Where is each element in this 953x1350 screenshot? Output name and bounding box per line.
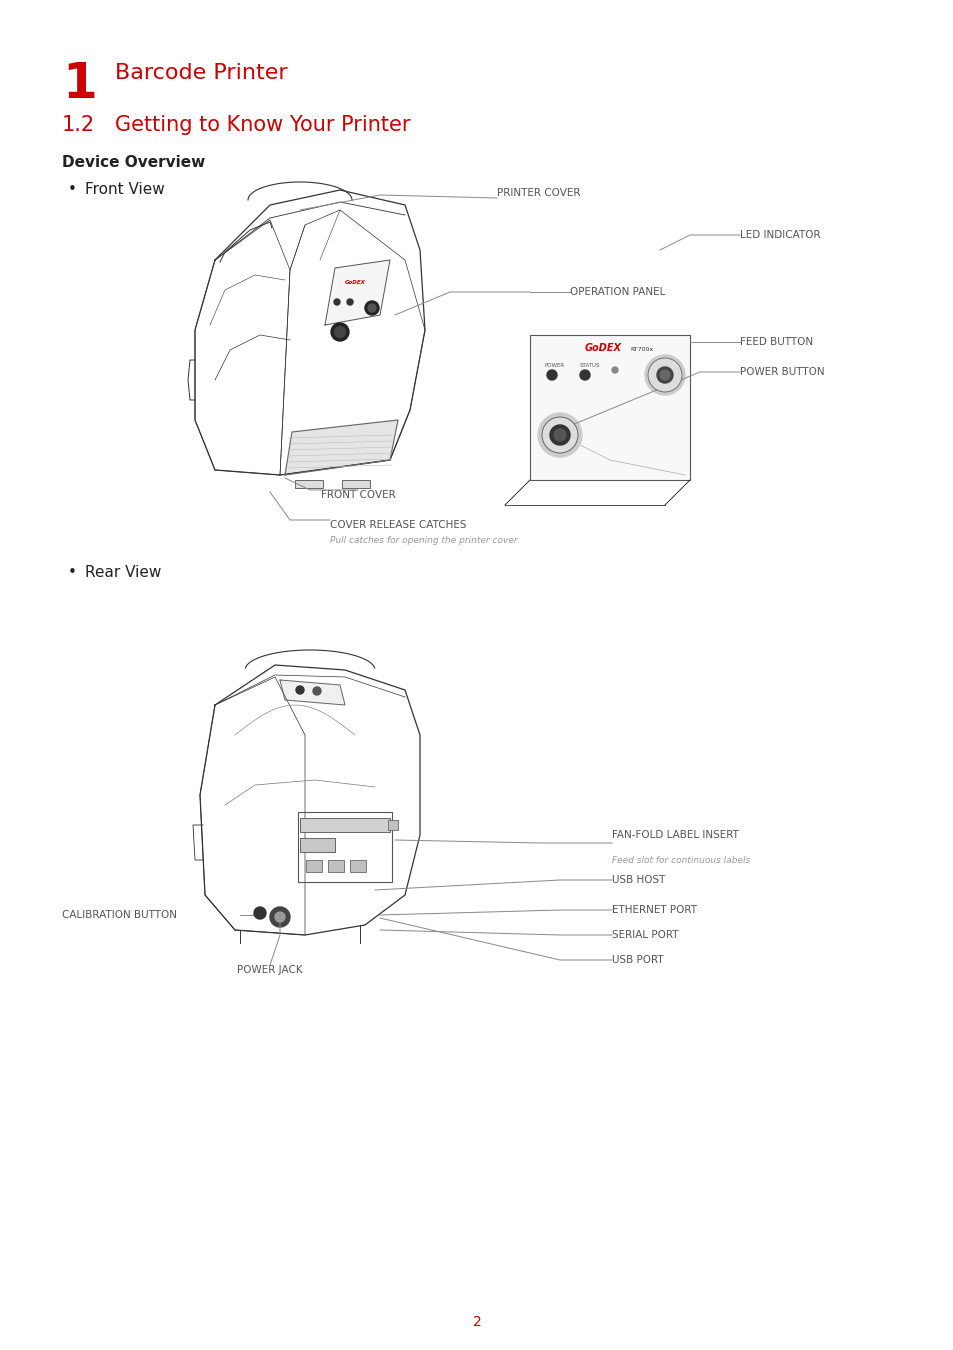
Text: SERIAL PORT: SERIAL PORT bbox=[612, 930, 678, 940]
FancyBboxPatch shape bbox=[306, 860, 322, 872]
Circle shape bbox=[270, 907, 290, 927]
FancyBboxPatch shape bbox=[388, 819, 397, 830]
Circle shape bbox=[657, 367, 672, 383]
Circle shape bbox=[550, 425, 569, 446]
Text: Barcode Printer: Barcode Printer bbox=[115, 63, 287, 82]
FancyBboxPatch shape bbox=[350, 860, 366, 872]
Text: LED INDICATOR: LED INDICATOR bbox=[740, 230, 820, 240]
Text: POWER BUTTON: POWER BUTTON bbox=[740, 367, 823, 377]
Text: GoDEX: GoDEX bbox=[584, 343, 621, 352]
Text: OPERATION PANEL: OPERATION PANEL bbox=[569, 288, 664, 297]
Circle shape bbox=[335, 327, 345, 338]
Text: 2: 2 bbox=[472, 1315, 481, 1328]
Text: ETHERNET PORT: ETHERNET PORT bbox=[612, 904, 697, 915]
Polygon shape bbox=[325, 261, 390, 325]
Text: •: • bbox=[68, 182, 77, 197]
Circle shape bbox=[295, 686, 304, 694]
Circle shape bbox=[274, 913, 285, 922]
FancyBboxPatch shape bbox=[341, 481, 370, 487]
Polygon shape bbox=[285, 420, 397, 475]
Circle shape bbox=[347, 298, 353, 305]
Text: Getting to Know Your Printer: Getting to Know Your Printer bbox=[115, 115, 410, 135]
Text: POWER: POWER bbox=[544, 363, 564, 369]
Text: Front View: Front View bbox=[85, 182, 165, 197]
Circle shape bbox=[546, 370, 557, 379]
Text: FEED BUTTON: FEED BUTTON bbox=[740, 338, 812, 347]
Text: Rear View: Rear View bbox=[85, 566, 161, 580]
Circle shape bbox=[334, 298, 339, 305]
Circle shape bbox=[365, 301, 378, 315]
Text: 1.2: 1.2 bbox=[62, 115, 95, 135]
Circle shape bbox=[331, 323, 349, 342]
Circle shape bbox=[554, 429, 565, 441]
Text: STATUS: STATUS bbox=[579, 363, 599, 369]
Circle shape bbox=[253, 907, 266, 919]
Text: PRINTER COVER: PRINTER COVER bbox=[497, 188, 579, 198]
FancyBboxPatch shape bbox=[328, 860, 344, 872]
Circle shape bbox=[313, 687, 320, 695]
Text: Device Overview: Device Overview bbox=[62, 155, 205, 170]
Text: USB HOST: USB HOST bbox=[612, 875, 664, 886]
Text: USB PORT: USB PORT bbox=[612, 954, 663, 965]
Text: •: • bbox=[68, 566, 77, 580]
Circle shape bbox=[659, 370, 669, 379]
FancyBboxPatch shape bbox=[294, 481, 323, 487]
FancyBboxPatch shape bbox=[299, 838, 335, 852]
Text: GoDEX: GoDEX bbox=[345, 279, 366, 285]
Text: 1: 1 bbox=[62, 59, 97, 108]
Circle shape bbox=[644, 355, 684, 396]
Circle shape bbox=[612, 367, 618, 373]
Text: Feed slot for continuous labels: Feed slot for continuous labels bbox=[612, 856, 749, 865]
Text: Pull catches for opening the printer cover: Pull catches for opening the printer cov… bbox=[330, 536, 517, 545]
Text: RT700x: RT700x bbox=[629, 347, 653, 352]
Circle shape bbox=[579, 370, 589, 379]
Circle shape bbox=[647, 358, 681, 391]
FancyBboxPatch shape bbox=[530, 335, 689, 481]
Circle shape bbox=[368, 304, 375, 312]
Polygon shape bbox=[280, 680, 345, 705]
Text: FAN-FOLD LABEL INSERT: FAN-FOLD LABEL INSERT bbox=[612, 830, 739, 840]
Text: CALIBRATION BUTTON: CALIBRATION BUTTON bbox=[62, 910, 177, 919]
Text: COVER RELEASE CATCHES: COVER RELEASE CATCHES bbox=[330, 520, 466, 531]
Text: POWER JACK: POWER JACK bbox=[237, 965, 302, 975]
FancyBboxPatch shape bbox=[299, 818, 390, 832]
Circle shape bbox=[541, 417, 578, 454]
Circle shape bbox=[537, 413, 581, 458]
Text: FRONT COVER: FRONT COVER bbox=[320, 490, 395, 500]
